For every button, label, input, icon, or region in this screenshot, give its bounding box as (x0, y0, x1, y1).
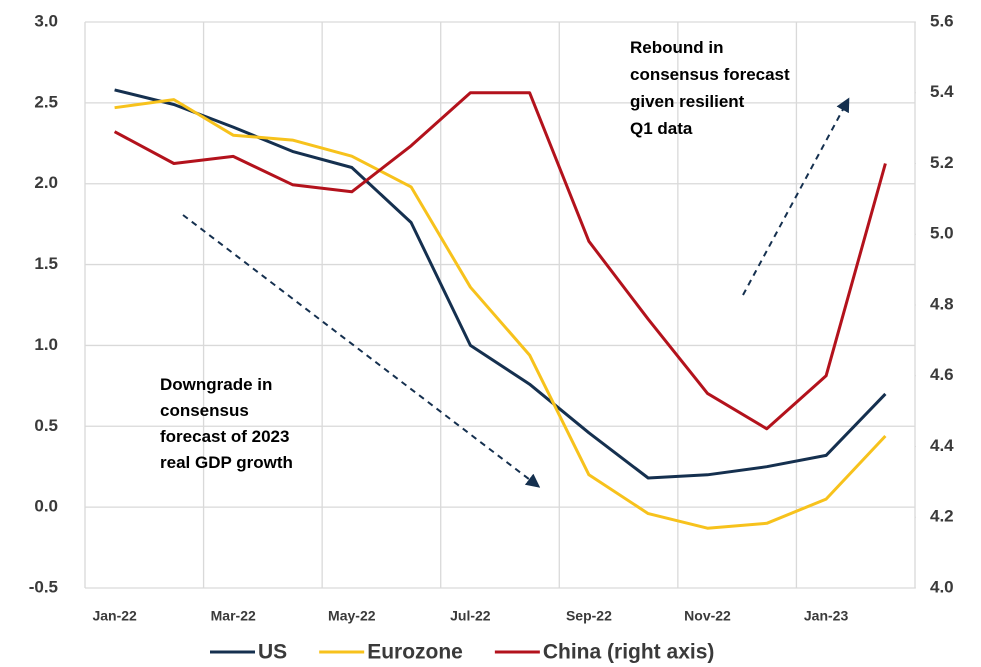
series-line (114, 88, 887, 480)
lines (113, 88, 887, 530)
arrow (182, 214, 541, 488)
legend-label: China (right axis) (543, 641, 715, 664)
series-line (113, 91, 887, 431)
x-tick-label: Nov-22 (684, 608, 731, 624)
annotation: given resilient (630, 92, 745, 111)
annotation: Downgrade in (160, 375, 272, 394)
annotation: consensus forecast (630, 65, 790, 84)
y2-tick-label: 4.6 (930, 365, 954, 384)
x-tick-label: May-22 (328, 608, 376, 624)
x-tick-label: Jan-23 (804, 608, 849, 624)
y2-tick-label: 4.2 (930, 507, 954, 526)
y2-tick-label: 5.4 (930, 82, 954, 101)
annotation: consensus (160, 401, 249, 420)
arrow (742, 97, 850, 296)
y2-tick-label: 5.6 (930, 11, 954, 30)
y2-tick-label: 4.0 (930, 577, 954, 596)
annotation: real GDP growth (160, 453, 293, 472)
y-tick-label: 1.0 (34, 335, 58, 354)
y-tick-label: 1.5 (34, 254, 58, 273)
x-tick-label: Sep-22 (566, 608, 612, 624)
y2-tick-label: 4.8 (930, 294, 954, 313)
annotation: Q1 data (630, 119, 693, 138)
y-tick-label: 2.0 (34, 173, 58, 192)
annotation: forecast of 2023 (160, 427, 289, 446)
series-line (114, 98, 887, 530)
y2-tick-label: 4.4 (930, 436, 954, 455)
y-tick-label: 2.5 (34, 92, 58, 111)
annotation: Rebound in (630, 38, 723, 57)
y-tick-label: 3.0 (34, 11, 58, 30)
x-tick-label: Jul-22 (450, 608, 491, 624)
y2-tick-label: 5.2 (930, 153, 954, 172)
y-tick-label: -0.5 (29, 577, 58, 596)
legend-label: Eurozone (367, 641, 463, 664)
y-tick-label: 0.5 (34, 416, 58, 435)
x-tick-label: Mar-22 (211, 608, 256, 624)
legend-label: US (258, 641, 287, 664)
y-tick-label: 0.0 (34, 497, 58, 516)
y2-tick-label: 5.0 (930, 224, 954, 243)
x-tick-label: Jan-22 (92, 608, 137, 624)
grid (84, 21, 916, 589)
